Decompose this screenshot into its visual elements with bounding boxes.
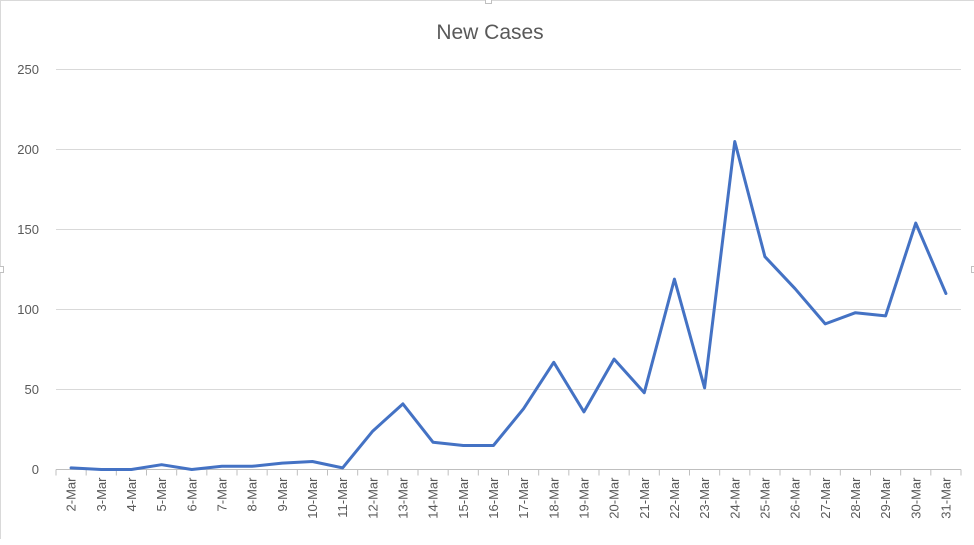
x-tick-label: 13-Mar bbox=[395, 477, 410, 519]
x-tick-label: 3-Mar bbox=[94, 477, 109, 512]
x-tick-label: 4-Mar bbox=[124, 477, 139, 512]
x-tick-label: 27-Mar bbox=[818, 477, 833, 519]
x-tick-label: 29-Mar bbox=[878, 477, 893, 519]
x-tick-label: 23-Mar bbox=[697, 477, 712, 519]
x-tick-label: 26-Mar bbox=[788, 477, 803, 519]
x-tick-label: 14-Mar bbox=[426, 477, 441, 519]
x-axis bbox=[55, 469, 962, 476]
gridlines bbox=[56, 69, 961, 390]
x-tick-label: 28-Mar bbox=[848, 477, 863, 519]
x-tick-label: 9-Mar bbox=[275, 477, 290, 512]
x-tick-label: 25-Mar bbox=[757, 477, 772, 519]
resize-handle-top[interactable] bbox=[485, 0, 492, 4]
x-tick-label: 31-Mar bbox=[938, 477, 953, 519]
x-tick-label: 17-Mar bbox=[516, 477, 531, 519]
y-tick-label: 50 bbox=[25, 382, 39, 397]
x-tick-label: 15-Mar bbox=[456, 477, 471, 519]
series-group bbox=[69, 140, 948, 471]
resize-handle-left[interactable] bbox=[0, 266, 4, 273]
x-axis-tick-labels: 2-Mar 3-Mar 4-Mar 5-Mar 6-Mar 7-Mar 8-Mar 9-Mar… bbox=[64, 477, 954, 519]
x-tick-label: 20-Mar bbox=[607, 477, 622, 519]
x-tick-label: 8-Mar bbox=[245, 477, 260, 512]
x-tick-label: 22-Mar bbox=[667, 477, 682, 519]
x-tick-label: 5-Mar bbox=[154, 477, 169, 512]
y-tick-label: 0 bbox=[32, 462, 39, 477]
x-tick-label: 30-Mar bbox=[908, 477, 923, 519]
x-tick-label: 10-Mar bbox=[305, 477, 320, 519]
y-axis-tick-labels: 0 50 100 150 200 250 bbox=[17, 62, 39, 477]
x-tick-label: 16-Mar bbox=[486, 477, 501, 519]
y-tick-label: 200 bbox=[17, 142, 39, 157]
x-tick-label: 6-Mar bbox=[184, 477, 199, 512]
x-tick-label: 24-Mar bbox=[727, 477, 742, 519]
y-tick-label: 100 bbox=[17, 302, 39, 317]
x-tick-label: 19-Mar bbox=[576, 477, 591, 519]
x-tick-label: 12-Mar bbox=[365, 477, 380, 519]
x-tick-label: 18-Mar bbox=[546, 477, 561, 519]
x-tick-label: 11-Mar bbox=[335, 477, 350, 518]
chart-title: New Cases bbox=[436, 21, 543, 44]
x-tick-label: 7-Mar bbox=[214, 477, 229, 512]
series-line bbox=[69, 140, 948, 471]
y-tick-label: 150 bbox=[17, 222, 39, 237]
y-tick-label: 250 bbox=[17, 62, 39, 77]
resize-handle-right[interactable] bbox=[971, 266, 974, 273]
x-tick-label: 2-Mar bbox=[64, 477, 79, 512]
x-tick-label: 21-Mar bbox=[637, 477, 652, 519]
